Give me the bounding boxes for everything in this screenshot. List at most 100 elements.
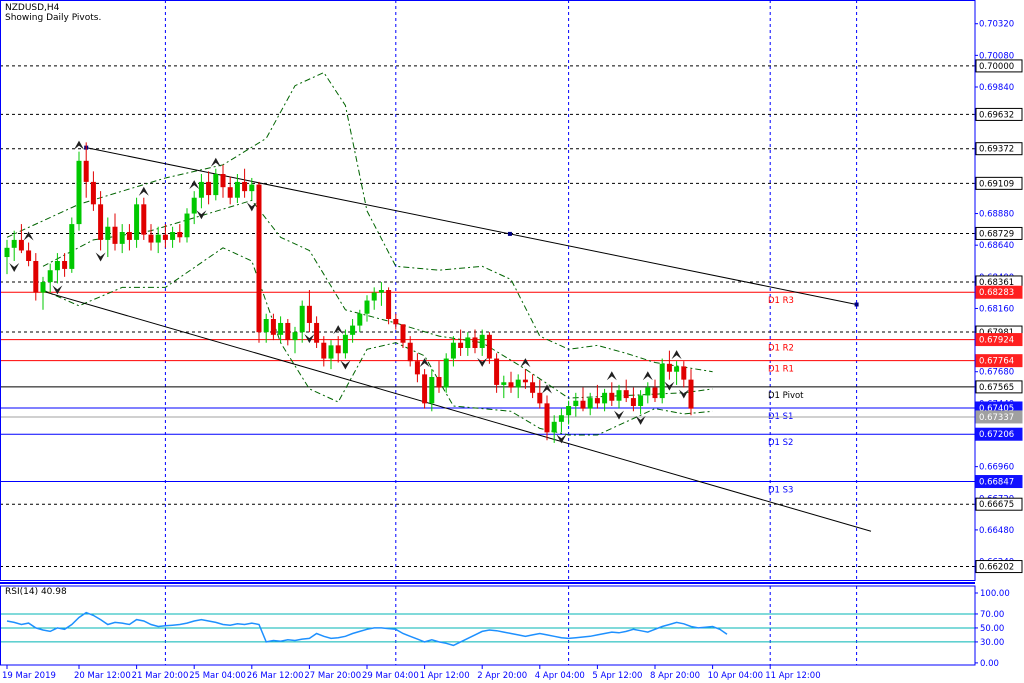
candle-body [558,415,564,422]
rsi-tick-label: 0.00 [980,659,999,669]
fractal-up-icon [419,358,430,368]
candle-body [26,250,32,261]
candle-body [306,305,312,323]
candle-body [623,390,629,399]
candle-body [155,234,161,243]
envelope-lower-line [42,247,713,436]
candle-body [54,261,60,271]
candle-body [33,261,39,293]
candle-body [386,290,392,319]
fractal-down-icon [477,357,488,367]
level-price-label: 0.67924 [979,336,1014,346]
candle-body [645,387,651,396]
time-tick-label: 26 Mar 12:00 [247,671,304,681]
candle-body [83,160,89,182]
candle-body [609,392,615,401]
time-tick-label: 29 Mar 04:00 [362,671,419,681]
candle-body [69,224,75,269]
trendline-anchor [507,231,512,236]
level-price-label: 0.67981 [979,328,1014,338]
level-price-box [975,497,1023,511]
candle-body [652,387,658,399]
level-price-label: 0.69109 [979,179,1014,189]
candle-body [285,322,291,341]
fractal-up-icon [642,371,653,381]
pivot-tag-label: D1 R3 [768,296,794,306]
candle-body [62,261,68,269]
level-price-box [975,560,1023,574]
fractal-up-icon [606,371,617,381]
candle-body [213,174,219,196]
candle-body [278,322,284,335]
candle-body [342,334,348,354]
fractal-up-icon [520,358,531,368]
candle-body [580,400,586,409]
candle-body [364,300,370,314]
level-price-label: 0.69632 [979,110,1014,120]
level-price-box [975,475,1023,489]
candle-body [126,232,132,240]
time-tick-label: 1 Apr 12:00 [420,671,470,681]
candle-body [666,363,672,372]
candle-body [537,392,543,404]
candle-body [11,239,17,248]
time-tick-label: 2 Apr 20:00 [477,671,527,681]
level-price-label: 0.67565 [979,383,1014,393]
candle-body [465,337,471,348]
level-price-box [975,107,1023,121]
candle-body [393,319,399,325]
trendline-layer [42,145,872,532]
time-tick-label: 25 Mar 04:00 [189,671,246,681]
candle-body [688,379,694,409]
candle-body [198,181,204,198]
candle-body [422,374,428,404]
candle-body [479,334,485,348]
candle-body [263,319,269,333]
candle-body [566,406,572,416]
level-price-label: 0.68729 [979,229,1014,239]
fractal-down-icon [664,381,675,391]
candle-body [119,232,125,244]
fractal-down-icon [556,434,567,444]
level-price-box [975,59,1023,73]
candle-body [227,187,233,198]
level-price-label: 0.67206 [979,430,1014,440]
level-price-box [975,427,1023,441]
fractal-up-icon [333,325,344,335]
level-price-label: 0.69372 [979,145,1014,155]
fractal-up-icon [671,350,682,360]
rsi-title: RSI(14) 40.98 [5,587,67,597]
candle-body [400,324,406,343]
candle-body [371,292,377,301]
candle-body [314,322,320,343]
grid-layer [164,0,858,665]
rsi-layer [0,582,975,647]
level-price-label: 0.67405 [979,404,1014,414]
fractal-down-icon [52,285,63,295]
candle-body [270,319,276,335]
pivots-note: Showing Daily Pivots. [5,13,102,23]
candle-body [148,234,154,243]
candle-body [18,239,24,251]
candle-body [458,342,464,348]
fractal-up-icon [138,186,149,196]
time-tick-label: 10 Apr 04:00 [708,671,763,681]
fractal-down-icon [246,202,257,212]
candle-body [134,204,140,240]
level-price-box [975,226,1023,240]
rsi-plot-frame [0,585,976,666]
pivot-tag-label: D1 S3 [768,486,793,496]
price-tick-label: 0.68160 [979,304,1014,314]
candle-body [378,290,384,293]
upper-trendline [86,147,857,305]
candle-body [472,337,478,348]
fractal-down-icon [304,334,315,344]
candle-body [638,395,644,406]
candle-body [292,332,298,341]
candle-body [234,181,240,198]
candle-body [184,213,190,238]
candle-body [191,197,197,214]
pivot-tag-label: D1 S2 [768,438,793,448]
